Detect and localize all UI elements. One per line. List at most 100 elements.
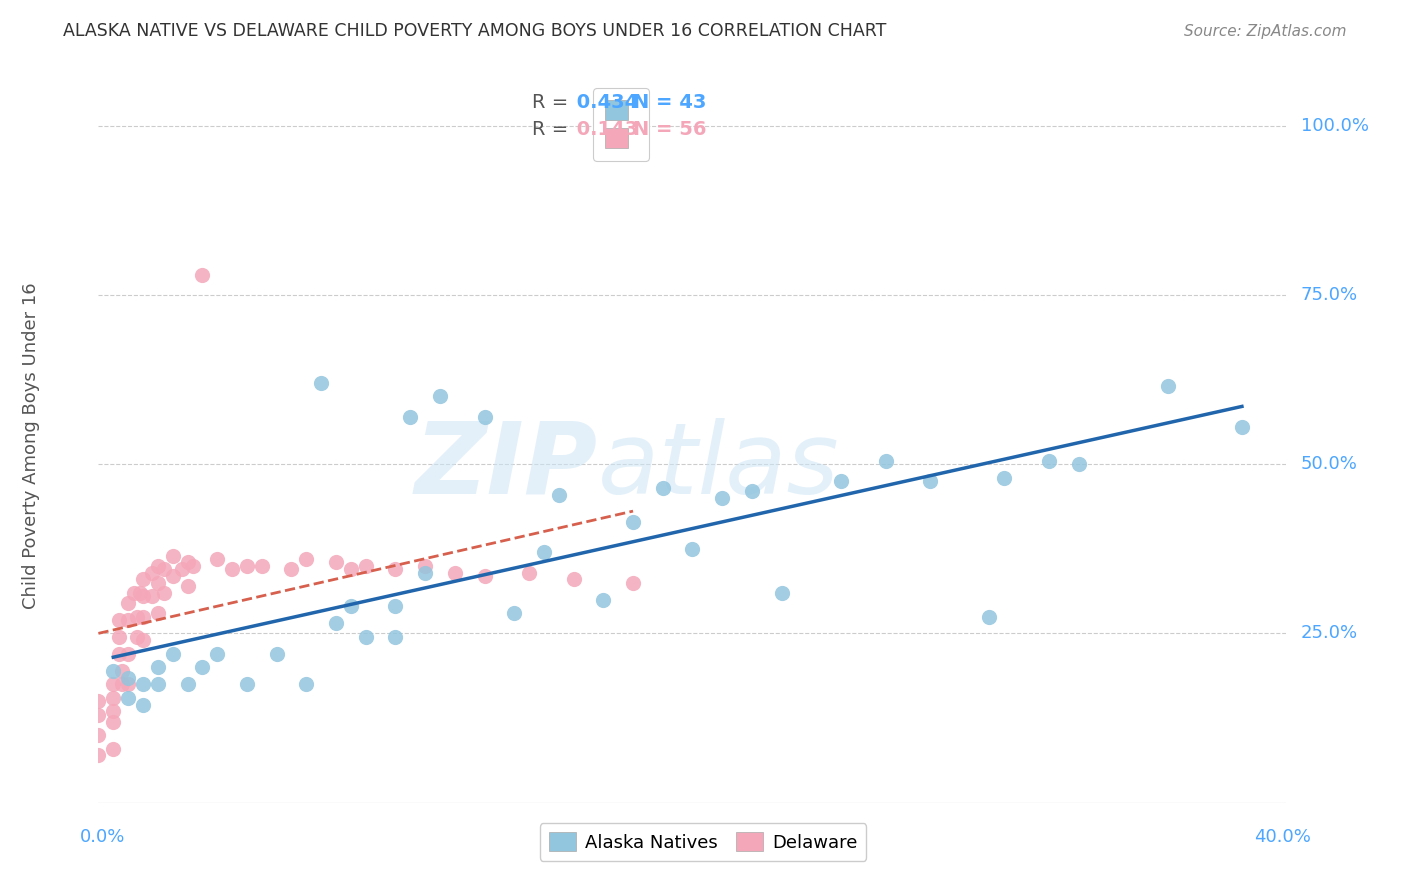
Point — [87, 707, 110, 722]
Point — [979, 609, 1001, 624]
Point — [117, 690, 139, 705]
Point — [621, 575, 644, 590]
Point — [741, 484, 763, 499]
Legend: , : , — [593, 88, 650, 161]
Point — [132, 589, 155, 603]
Point — [474, 569, 496, 583]
Point — [295, 677, 318, 691]
Point — [152, 562, 174, 576]
Point — [103, 677, 125, 691]
Point — [236, 558, 259, 573]
Text: 25.0%: 25.0% — [1301, 624, 1358, 642]
Text: 100.0%: 100.0% — [1301, 117, 1368, 135]
Point — [205, 552, 228, 566]
Point — [651, 481, 673, 495]
Point — [221, 562, 243, 576]
Point — [205, 647, 228, 661]
Text: R =: R = — [531, 120, 568, 139]
Point — [413, 566, 436, 580]
Point — [384, 630, 406, 644]
Point — [1067, 457, 1090, 471]
Text: ALASKA NATIVE VS DELAWARE CHILD POVERTY AMONG BOYS UNDER 16 CORRELATION CHART: ALASKA NATIVE VS DELAWARE CHILD POVERTY … — [63, 22, 887, 40]
Point — [146, 660, 169, 674]
Point — [183, 558, 205, 573]
Point — [111, 677, 134, 691]
Point — [325, 616, 347, 631]
Point — [108, 613, 131, 627]
Point — [533, 545, 555, 559]
Point — [87, 728, 110, 742]
Point — [1156, 379, 1178, 393]
Point — [280, 562, 302, 576]
Point — [191, 660, 214, 674]
Point — [162, 549, 184, 563]
Text: 0.434: 0.434 — [569, 93, 638, 112]
Point — [117, 596, 139, 610]
Point — [111, 664, 134, 678]
Point — [176, 677, 198, 691]
Text: N = 56: N = 56 — [633, 120, 707, 139]
Text: 0.143: 0.143 — [569, 120, 638, 139]
Point — [132, 698, 155, 712]
Point — [295, 552, 318, 566]
Point — [132, 572, 155, 586]
Point — [146, 677, 169, 691]
Point — [146, 575, 169, 590]
Legend: Alaska Natives, Delaware: Alaska Natives, Delaware — [540, 823, 866, 861]
Point — [711, 491, 734, 505]
Point — [309, 376, 332, 390]
Point — [340, 562, 363, 576]
Point — [108, 647, 131, 661]
Point — [562, 572, 585, 586]
Text: ZIP: ZIP — [415, 417, 598, 515]
Point — [162, 647, 184, 661]
Point — [141, 566, 163, 580]
Point — [152, 586, 174, 600]
Point — [141, 589, 163, 603]
Point — [125, 630, 148, 644]
Point — [830, 474, 852, 488]
Point — [250, 558, 273, 573]
Point — [176, 555, 198, 569]
Point — [399, 409, 422, 424]
Point — [108, 630, 131, 644]
Text: 0.0%: 0.0% — [80, 828, 125, 846]
Point — [517, 566, 540, 580]
Point — [266, 647, 288, 661]
Point — [592, 592, 614, 607]
Point — [547, 488, 569, 502]
Text: N = 43: N = 43 — [633, 93, 706, 112]
Point — [191, 268, 214, 282]
Point — [1038, 454, 1060, 468]
Point — [103, 690, 125, 705]
Point — [1230, 420, 1253, 434]
Point — [354, 558, 377, 573]
Point — [176, 579, 198, 593]
Point — [875, 454, 897, 468]
Point — [103, 664, 125, 678]
Point — [103, 714, 125, 729]
Point — [117, 613, 139, 627]
Point — [146, 558, 169, 573]
Text: R =: R = — [531, 93, 568, 112]
Point — [621, 515, 644, 529]
Point — [443, 566, 465, 580]
Point — [413, 558, 436, 573]
Text: 40.0%: 40.0% — [1254, 828, 1310, 846]
Point — [770, 586, 793, 600]
Point — [236, 677, 259, 691]
Point — [162, 569, 184, 583]
Point — [117, 677, 139, 691]
Point — [474, 409, 496, 424]
Point — [103, 741, 125, 756]
Text: Child Poverty Among Boys Under 16: Child Poverty Among Boys Under 16 — [22, 283, 39, 609]
Point — [993, 471, 1015, 485]
Point — [340, 599, 363, 614]
Text: atlas: atlas — [598, 417, 839, 515]
Point — [132, 633, 155, 648]
Point — [125, 609, 148, 624]
Point — [384, 562, 406, 576]
Point — [87, 694, 110, 708]
Text: Source: ZipAtlas.com: Source: ZipAtlas.com — [1184, 24, 1347, 38]
Point — [146, 606, 169, 620]
